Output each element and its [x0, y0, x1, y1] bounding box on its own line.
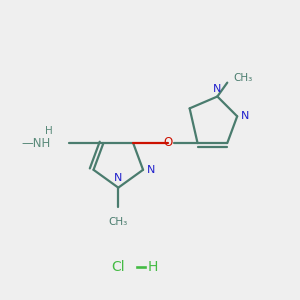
Text: N: N: [213, 84, 222, 94]
Text: H: H: [148, 260, 158, 274]
Text: N: N: [147, 165, 155, 175]
Text: CH₃: CH₃: [233, 73, 253, 83]
Text: CH₃: CH₃: [109, 218, 128, 227]
Text: N: N: [241, 111, 249, 121]
Text: H: H: [45, 126, 53, 136]
Text: Cl: Cl: [112, 260, 125, 274]
Text: N: N: [114, 173, 122, 183]
Text: O: O: [163, 136, 172, 148]
Text: —NH: —NH: [22, 136, 51, 150]
